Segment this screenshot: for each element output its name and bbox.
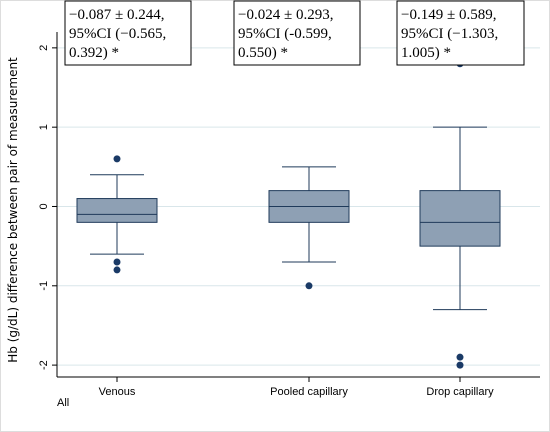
annotation-line: 95%CI (−0.565, [69,26,166,42]
annotation-line: −0.149 ± 0.589, [401,7,496,23]
annotation-line: 1.005) * [401,45,451,61]
x-tick-label: Venous [99,386,136,398]
annotation-line: 95%CI (−1.303, [401,26,498,42]
annotation-box [64,0,192,66]
y-tick-label: -1 [38,281,50,291]
annotation-line: 0.392) * [69,45,119,61]
x-tick-label: Drop capillary [426,386,494,398]
annotation-1: −0.087 ± 0.244, 95%CI (−0.565, 0.392) * [64,0,192,66]
outlier-point [113,266,121,274]
y-tick-label: 1 [38,124,50,130]
annotation-2: −0.024 ± 0.293, 95%CI (-0.599, 0.550) * [233,0,361,66]
box-iqr [76,198,158,223]
outlier-point [113,258,121,266]
box-3 [419,60,501,369]
box-2 [268,166,350,290]
annotation-box [396,0,525,66]
footer-label: All [57,397,69,409]
x-ticks: Venous Pooled capillary Drop capillary [99,377,494,398]
y-tick-label: 2 [38,45,50,51]
y-ticks: -2 -1 0 1 2 [38,45,57,370]
annotation-line: 95%CI (-0.599, [238,26,332,42]
annotation-3: −0.149 ± 0.589, 95%CI (−1.303, 1.005) * [396,0,525,66]
box-1 [76,155,158,274]
outlier-point [456,361,464,369]
annotation-line: 0.550) * [238,45,288,61]
outlier-point [456,353,464,361]
box-iqr [419,190,501,247]
y-tick-label: -2 [38,360,50,370]
annotation-line: −0.024 ± 0.293, [238,7,333,23]
y-tick-label: 0 [38,203,50,209]
annotations: −0.087 ± 0.244,95%CI (−0.565,0.392) *−0.… [64,0,525,66]
outlier-point [305,282,313,290]
boxes [76,60,501,369]
y-axis-title: Hb (g/dL) difference between pair of mea… [6,57,20,363]
annotation-box [233,0,361,66]
annotation-line: −0.087 ± 0.244, [69,7,164,23]
outlier-point [113,155,121,163]
x-tick-label: Pooled capillary [270,386,348,398]
